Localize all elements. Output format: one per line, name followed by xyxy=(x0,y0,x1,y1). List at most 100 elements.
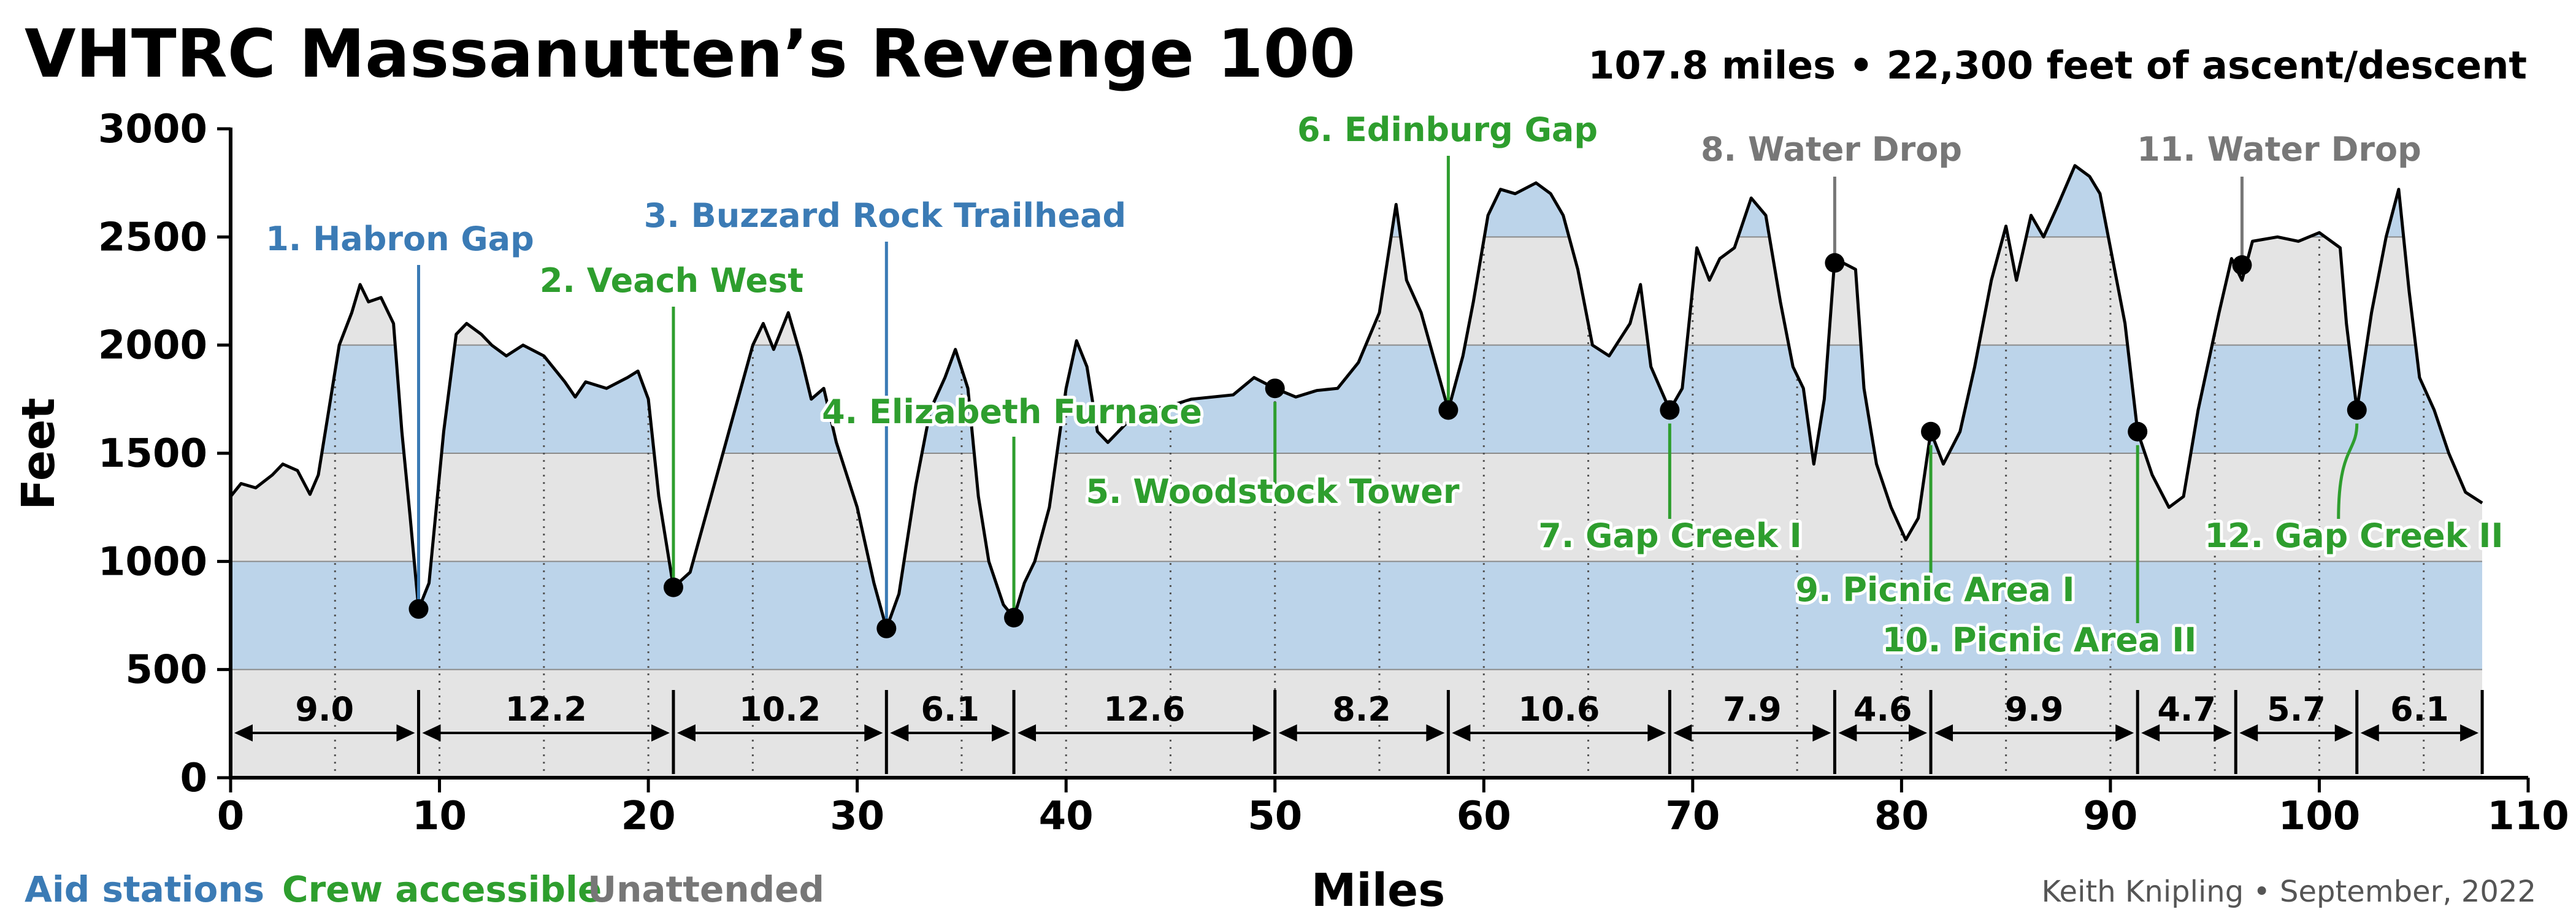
y-tick-label: 0 xyxy=(180,756,207,801)
segment-arrow-head xyxy=(422,724,441,742)
segment-arrow-head xyxy=(1673,724,1692,742)
y-tick-labels: 0 500 1000 1500 2000 2500 3000 xyxy=(98,107,207,801)
x-tick-label: 30 xyxy=(830,794,884,839)
station-label: 5. Woodstock Tower xyxy=(1086,472,1459,511)
segment-distance-label: 7.9 xyxy=(1723,690,1782,729)
station-dot xyxy=(1438,400,1459,420)
segment-arrow-head xyxy=(1018,724,1037,742)
x-tick-label: 100 xyxy=(2279,794,2361,839)
station-leader-line xyxy=(2337,423,2359,519)
elevation-band xyxy=(231,453,2483,562)
segment-arrow-head xyxy=(2334,724,2353,742)
segment-arrow-head xyxy=(2141,724,2160,742)
x-tick-label: 20 xyxy=(621,794,676,839)
segment-distance-label: 9.9 xyxy=(2005,690,2064,729)
segment-arrow-head xyxy=(234,724,253,742)
segment-arrow-head xyxy=(2460,724,2479,742)
segment-arrow-head xyxy=(651,724,670,742)
segment-distance-label: 10.6 xyxy=(1518,690,1600,729)
x-tick-label: 90 xyxy=(2083,794,2137,839)
segment-distance-label: 6.1 xyxy=(921,690,979,729)
x-tick-label: 110 xyxy=(2487,794,2569,839)
station-dot xyxy=(1265,378,1285,399)
segment-arrow-head xyxy=(1838,724,1857,742)
station-dot xyxy=(663,577,683,597)
segment-arrow-head xyxy=(2115,724,2134,742)
segment-distance-label: 4.7 xyxy=(2157,690,2216,729)
segment-arrow-head xyxy=(1934,724,1953,742)
station-label: 3. Buzzard Rock Trailhead xyxy=(644,196,1126,235)
y-tick-label: 2000 xyxy=(98,323,207,369)
station-dot xyxy=(876,618,897,638)
y-axis-label: Feet xyxy=(12,397,65,510)
x-tick-label: 0 xyxy=(217,794,245,839)
segment-distance-label: 10.2 xyxy=(739,690,821,729)
segment-arrow-head xyxy=(2360,724,2379,742)
segment-arrow-head xyxy=(2214,724,2233,742)
station-dot xyxy=(1004,608,1024,628)
station-dot xyxy=(1660,400,1680,420)
station-dot xyxy=(2347,400,2367,420)
segment-distance-label: 6.1 xyxy=(2390,690,2449,729)
station-dot xyxy=(2232,255,2252,275)
elevation-band xyxy=(231,561,2483,670)
segment-arrow-head xyxy=(992,724,1011,742)
segment-arrow-head xyxy=(1452,724,1471,742)
station-label: 7. Gap Creek I xyxy=(1538,516,1801,555)
segment-distance-label: 8.2 xyxy=(1332,690,1391,729)
station-label: 1. Habron Gap xyxy=(266,220,534,258)
station-label: 4. Elizabeth Furnace xyxy=(822,393,1202,431)
y-tick-label: 2500 xyxy=(98,215,207,260)
station-dot xyxy=(408,599,429,619)
station-label: 6. Edinburg Gap xyxy=(1297,110,1598,149)
elevation-profile-line xyxy=(229,164,2483,631)
segment-arrow-head xyxy=(1426,724,1445,742)
station-label: 9. Picnic Area I xyxy=(1795,570,2074,609)
segment-distance-label: 12.6 xyxy=(1103,690,1185,729)
segment-arrow-head xyxy=(1252,724,1271,742)
x-tick-labels: 0 10 20 30 40 50 60 70 80 90 100 110 xyxy=(217,794,2569,839)
segment-distance-label: 4.6 xyxy=(1853,690,1912,729)
x-tick-label: 10 xyxy=(412,794,467,839)
x-tick-label: 50 xyxy=(1248,794,1302,839)
segment-arrow-head xyxy=(1278,724,1297,742)
x-tick-label: 40 xyxy=(1039,794,1094,839)
segment-arrow-head xyxy=(677,724,696,742)
legend-unattended: Unattended xyxy=(588,868,824,910)
segment-arrow-head xyxy=(864,724,883,742)
segment-distances: 9.0 12.2 10.2 6.1 12.6 8.2 10.6 7.9 4.6 9.9 4.7 5.7… xyxy=(229,690,2484,774)
segment-distance-label: 12.2 xyxy=(505,690,587,729)
x-axis-label: Miles xyxy=(1311,864,1446,917)
y-tick-label: 1500 xyxy=(98,431,207,477)
station-label: 11. Water Drop xyxy=(2137,130,2421,169)
segment-arrow-head xyxy=(1812,724,1831,742)
legend-aid-stations: Aid stations xyxy=(25,868,264,910)
x-tick-label: 80 xyxy=(1874,794,1929,839)
segment-arrow-head xyxy=(1647,724,1666,742)
station-label: 10. Picnic Area II xyxy=(1882,621,2197,659)
segment-distance-label: 9.0 xyxy=(295,690,354,729)
y-tick-label: 3000 xyxy=(98,107,207,152)
legend-crew-accessible: Crew accessible xyxy=(282,868,602,910)
chart-title: VHTRC Massanutten’s Revenge 100 xyxy=(25,16,1355,93)
station-label: 8. Water Drop xyxy=(1701,130,1962,169)
segment-arrow-head xyxy=(2239,724,2258,742)
segment-arrow-head xyxy=(1909,724,1928,742)
station-dot xyxy=(1825,253,1845,273)
segment-arrow-head xyxy=(396,724,415,742)
station-label: 12. Gap Creek II xyxy=(2204,516,2503,555)
x-tick-label: 70 xyxy=(1665,794,1720,839)
x-tick-label: 60 xyxy=(1457,794,1511,839)
credit-line: Keith Knipling • September, 2022 xyxy=(2041,875,2536,909)
station-label: 2. Veach West xyxy=(540,261,803,300)
y-tick-label: 1000 xyxy=(98,539,207,585)
segment-distance-label: 5.7 xyxy=(2267,690,2326,729)
chart-subtitle: 107.8 miles • 22,300 feet of ascent/desc… xyxy=(1588,43,2527,88)
segment-arrow-head xyxy=(890,724,909,742)
station-dot xyxy=(1921,421,1941,442)
axes xyxy=(217,127,2530,792)
station-dot xyxy=(2128,421,2148,442)
y-tick-label: 500 xyxy=(125,648,207,693)
